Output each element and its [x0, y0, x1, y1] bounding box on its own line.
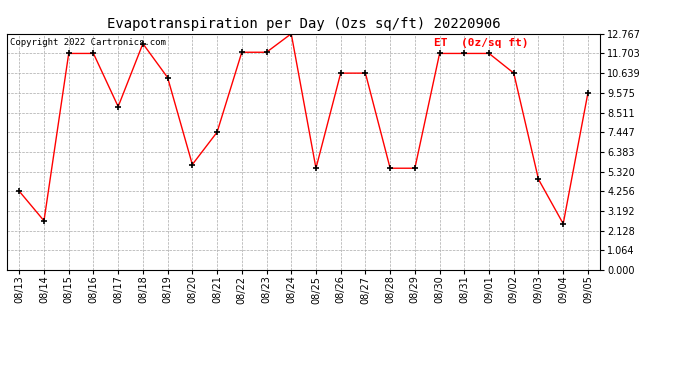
Text: Copyright 2022 Cartronics.com: Copyright 2022 Cartronics.com: [10, 39, 166, 48]
Title: Evapotranspiration per Day (Ozs sq/ft) 20220906: Evapotranspiration per Day (Ozs sq/ft) 2…: [107, 17, 500, 31]
Text: ET  (0z/sq ft): ET (0z/sq ft): [434, 39, 529, 48]
